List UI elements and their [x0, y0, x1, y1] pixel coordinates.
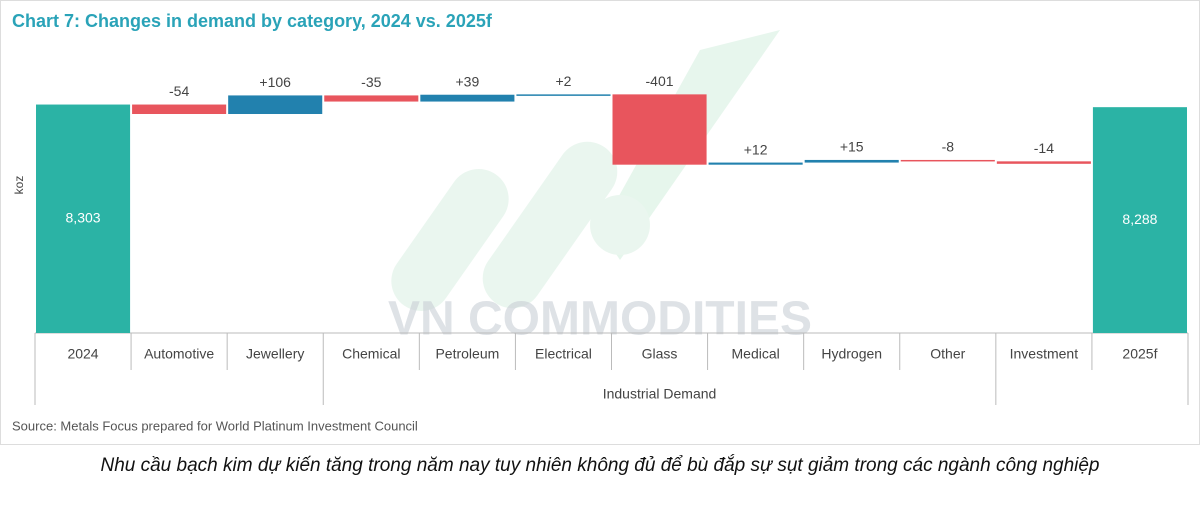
total-bar: [36, 104, 131, 333]
step-bar: [708, 162, 803, 165]
value-label: -401: [646, 73, 674, 89]
group-label: Industrial Demand: [603, 386, 717, 402]
x-tick-label: Electrical: [535, 346, 592, 362]
x-tick-label: 2024: [67, 346, 98, 362]
x-tick-label: Hydrogen: [821, 346, 882, 362]
value-label: 8,303: [66, 209, 101, 225]
step-bar: [804, 159, 899, 163]
x-tick-label: Other: [930, 346, 965, 362]
step-bar: [132, 104, 227, 115]
total-bar: [1092, 107, 1187, 333]
step-bar: [612, 94, 707, 165]
x-tick-label: Jewellery: [246, 346, 304, 362]
x-tick-label: Glass: [642, 346, 678, 362]
x-tick-label: Chemical: [342, 346, 400, 362]
value-label: -54: [169, 83, 189, 99]
value-label: -35: [361, 74, 381, 90]
chart: VN COMMODITIES Chart 7: Changes in deman…: [0, 0, 1200, 445]
x-tick-label: Medical: [732, 346, 780, 362]
step-bar: [516, 94, 611, 96]
chart-frame: [0, 0, 1200, 445]
caption: Nhu cầu bạch kim dự kiến tăng trong năm …: [100, 455, 1100, 476]
y-axis-label: koz: [12, 176, 26, 195]
value-label: +12: [744, 141, 768, 157]
step-bar: [996, 161, 1091, 164]
x-tick-label: Petroleum: [435, 346, 499, 362]
watermark: VN COMMODITIES: [388, 293, 812, 346]
source: Source: Metals Focus prepared for World …: [12, 418, 418, 433]
chart-title: Chart 7: Changes in demand by category, …: [12, 11, 493, 31]
value-label: +2: [555, 73, 571, 89]
x-tick-label: Investment: [1010, 346, 1079, 362]
x-tick-label: Automotive: [144, 346, 214, 362]
step-bar: [900, 159, 995, 162]
value-label: 8,288: [1122, 211, 1157, 227]
step-bar: [420, 94, 515, 102]
value-label: -8: [942, 139, 955, 155]
value-label: -14: [1034, 140, 1054, 156]
value-label: +106: [259, 74, 291, 90]
value-label: +15: [840, 139, 864, 155]
step-bar: [228, 95, 323, 115]
value-label: +39: [456, 73, 480, 89]
x-tick-label: 2025f: [1122, 346, 1157, 362]
step-bar: [324, 95, 419, 102]
